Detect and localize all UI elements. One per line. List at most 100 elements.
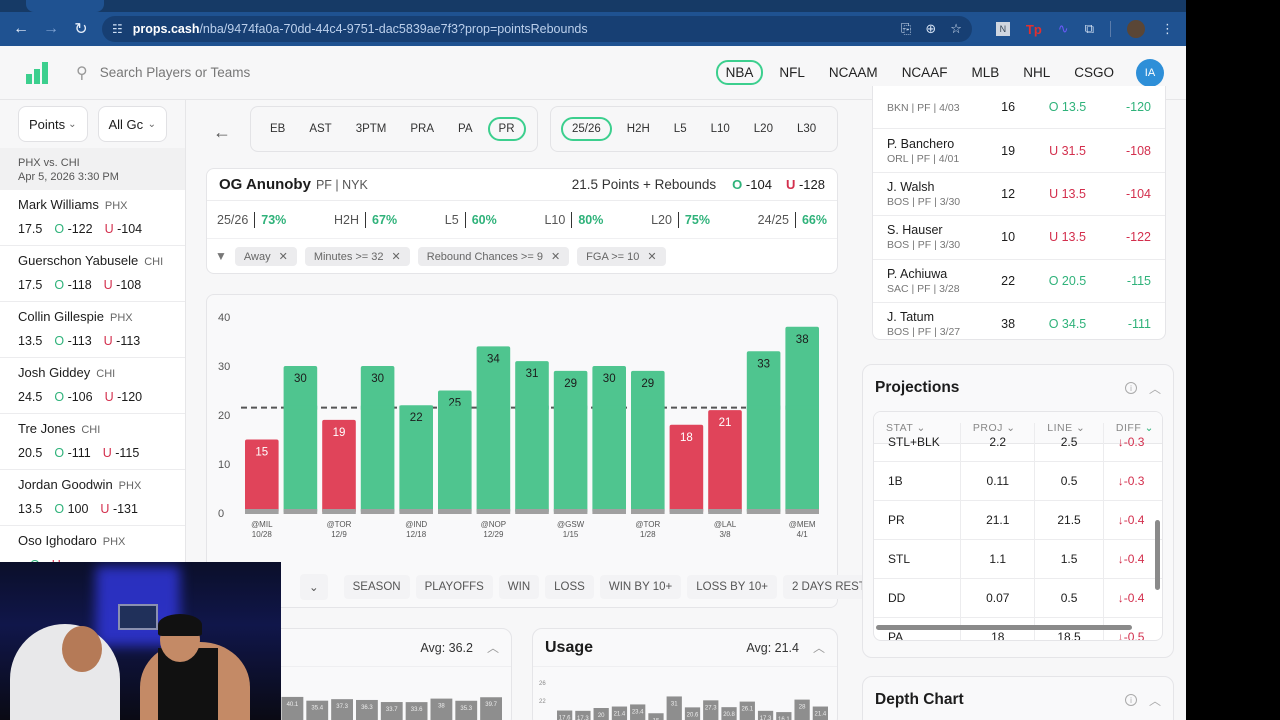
chart-bar[interactable] bbox=[322, 419, 356, 513]
game-filter-button[interactable]: LOSS bbox=[545, 575, 594, 599]
chart-bar[interactable] bbox=[380, 702, 403, 720]
stat-chip[interactable]: PR bbox=[487, 117, 526, 141]
table-row[interactable]: P. Achiuwa SAC | PF | 3/28 22 O 20.5 -115 bbox=[873, 260, 1165, 303]
player-list-item[interactable]: Jordan Goodwin PHX 13.5 O 100 U -131 bbox=[0, 470, 185, 526]
hit-rate[interactable]: L20 75% bbox=[651, 211, 710, 228]
player-list-item[interactable]: Tre Jones CHI 20.5 O -111 U -115 bbox=[0, 414, 185, 470]
hit-rate[interactable]: 25/26 73% bbox=[217, 211, 286, 228]
close-icon[interactable]: ✕ bbox=[550, 250, 561, 263]
under-odds[interactable]: U -104 bbox=[105, 222, 143, 236]
chevron-up-icon[interactable]: ︿ bbox=[1148, 693, 1161, 708]
game-filter-button[interactable]: 2 DAYS REST bbox=[782, 575, 875, 599]
under-odds[interactable]: U -131 bbox=[100, 502, 138, 516]
chart-bar[interactable] bbox=[812, 706, 828, 720]
filter-tag[interactable]: FGA >= 10 ✕ bbox=[577, 246, 666, 266]
chart-bar[interactable] bbox=[739, 701, 755, 720]
chart-bar[interactable] bbox=[776, 712, 792, 720]
chart-bar[interactable] bbox=[360, 366, 395, 513]
under-odds[interactable]: U -120 bbox=[105, 390, 143, 404]
game-filter-button[interactable]: WIN BY 10+ bbox=[599, 575, 682, 599]
league-tab-nhl[interactable]: NHL bbox=[1023, 65, 1051, 80]
chart-bar[interactable] bbox=[553, 370, 588, 513]
back-arrow-icon[interactable]: ← bbox=[213, 121, 231, 142]
player-list-item[interactable]: Collin Gillespie PHX 13.5 O -113 U -113 bbox=[0, 302, 185, 358]
back-icon[interactable]: ← bbox=[13, 20, 29, 37]
under-odds[interactable]: U -115 bbox=[103, 446, 140, 460]
zoom-icon[interactable]: ⊕ bbox=[925, 21, 937, 36]
chart-bar[interactable] bbox=[283, 366, 318, 513]
chart-bar[interactable] bbox=[430, 698, 453, 720]
chart-bar[interactable] bbox=[648, 713, 664, 720]
chart-bar[interactable] bbox=[455, 700, 478, 720]
prop-select[interactable]: Points ⌄ bbox=[18, 106, 88, 142]
chart-bar[interactable] bbox=[794, 699, 810, 720]
chart-bar[interactable] bbox=[399, 405, 433, 513]
league-tab-ncaaf[interactable]: NCAAF bbox=[901, 65, 948, 80]
address-bar[interactable]: ☷ props.cash/nba/9474fa0a-70dd-44c4-9751… bbox=[102, 16, 972, 42]
translate-icon[interactable]: ⎘ bbox=[900, 21, 912, 36]
player-list-item[interactable]: Guerschon Yabusele CHI 17.5 O -118 U -108 bbox=[0, 246, 185, 302]
table-row[interactable]: J. Walsh BOS | PF | 3/30 12 U 13.5 -104 bbox=[873, 173, 1165, 217]
table-row[interactable]: 1B 0.11 0.5 ↓ -0.3 bbox=[874, 462, 1162, 501]
game-filter-button[interactable]: SEASON bbox=[343, 575, 410, 599]
chart-bar[interactable] bbox=[746, 351, 781, 513]
horizontal-scrollbar[interactable] bbox=[876, 625, 1132, 630]
game-filter-button[interactable]: LOSS BY 10+ bbox=[687, 575, 777, 599]
chart-bar[interactable] bbox=[331, 699, 353, 720]
stat-chip[interactable]: RA bbox=[532, 119, 537, 139]
extension-icon[interactable]: Tp bbox=[1025, 21, 1042, 37]
chart-bar[interactable] bbox=[721, 707, 737, 720]
over-odds[interactable]: O -118 bbox=[54, 278, 91, 292]
chevron-up-icon[interactable]: ︿ bbox=[1148, 381, 1161, 396]
table-row[interactable]: STL 1.1 1.5 ↓ -0.4 bbox=[874, 540, 1162, 579]
table-row[interactable]: P. Banchero ORL | PF | 4/01 19 U 31.5 -108 bbox=[873, 129, 1165, 173]
table-row[interactable]: J. Tatum BOS | PF | 3/27 38 O 34.5 -111 bbox=[873, 303, 1165, 339]
stat-chip[interactable]: PA bbox=[458, 123, 473, 135]
chart-bar[interactable] bbox=[593, 708, 609, 720]
chart-bar[interactable] bbox=[515, 361, 549, 513]
extension-icon[interactable]: N bbox=[995, 22, 1010, 36]
player-list-item[interactable]: Mark Williams PHX 17.5 O -122 U -104 bbox=[0, 190, 185, 246]
chart-bar[interactable] bbox=[356, 699, 378, 720]
player-list-item[interactable]: Josh Giddey CHI 24.5 O -106 U -120 bbox=[0, 358, 185, 414]
chart-bar[interactable] bbox=[405, 702, 428, 720]
chart-bar[interactable] bbox=[438, 390, 472, 514]
column-header-diff[interactable]: DIFF ⌄ bbox=[1115, 421, 1154, 434]
chart-bar[interactable] bbox=[281, 696, 304, 720]
under-odds[interactable]: U -128 bbox=[786, 177, 825, 192]
hit-rate[interactable]: 24/25 66% bbox=[758, 211, 827, 228]
stat-chip[interactable]: EB bbox=[270, 123, 286, 135]
under-odds[interactable]: U -113 bbox=[104, 334, 141, 348]
range-chip[interactable]: L5 bbox=[673, 123, 687, 135]
chart-bar[interactable] bbox=[684, 707, 701, 720]
site-settings-icon[interactable]: ☷ bbox=[112, 22, 123, 36]
chart-bar[interactable] bbox=[703, 700, 719, 720]
extension-icon[interactable]: ∿ bbox=[1057, 21, 1069, 36]
filter-tag[interactable]: Away ✕ bbox=[234, 246, 297, 266]
menu-icon[interactable]: ⋮ bbox=[1161, 21, 1174, 36]
vertical-scrollbar[interactable] bbox=[1155, 520, 1160, 590]
chevron-down-icon[interactable]: ⌄ bbox=[300, 574, 328, 600]
column-header-line[interactable]: LINE ⌄ bbox=[1047, 421, 1086, 434]
games-select[interactable]: All Gc ⌄ bbox=[97, 106, 167, 142]
hit-rate[interactable]: H2H 67% bbox=[334, 211, 397, 228]
over-odds[interactable]: O -111 bbox=[54, 446, 90, 460]
under-odds[interactable]: U -108 bbox=[104, 278, 142, 292]
chevron-up-icon[interactable]: ︿ bbox=[486, 641, 499, 655]
close-icon[interactable]: ✕ bbox=[278, 250, 288, 263]
league-tab-nfl[interactable]: NFL bbox=[779, 65, 805, 80]
chart-bar[interactable] bbox=[611, 706, 628, 720]
over-odds[interactable]: O -106 bbox=[54, 390, 92, 404]
league-tab-ncaam[interactable]: NCAAM bbox=[828, 65, 878, 80]
table-row[interactable]: PR 21.1 21.5 ↓ -0.4 bbox=[874, 501, 1162, 540]
range-chip[interactable]: L30 bbox=[796, 123, 817, 135]
browser-tab[interactable] bbox=[26, 0, 104, 12]
chart-bar[interactable] bbox=[476, 346, 511, 513]
filter-icon[interactable]: ▼ bbox=[215, 249, 227, 263]
chart-bar[interactable] bbox=[630, 704, 646, 720]
over-odds[interactable]: O -104 bbox=[732, 177, 772, 192]
close-icon[interactable]: ✕ bbox=[647, 250, 657, 263]
league-tab-mlb[interactable]: MLB bbox=[971, 65, 1000, 80]
filter-tag[interactable]: Rebound Chances >= 9 ✕ bbox=[417, 246, 570, 266]
table-row[interactable]: S. Hauser BOS | PF | 3/30 10 U 13.5 -122 bbox=[873, 216, 1165, 260]
